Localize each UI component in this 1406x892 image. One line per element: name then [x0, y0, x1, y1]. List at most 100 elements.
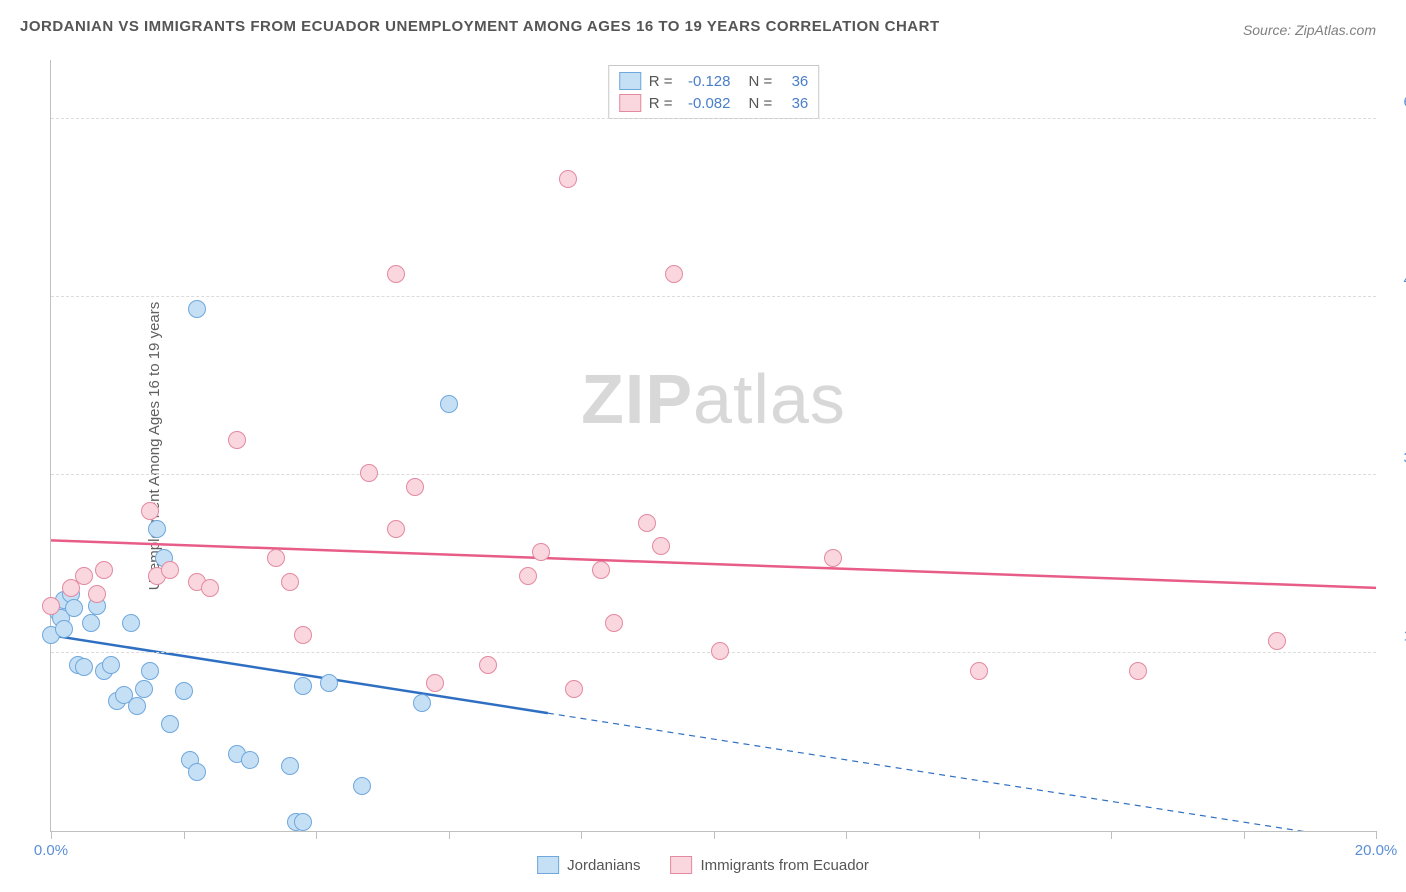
- data-point: [267, 549, 285, 567]
- correlation-stats-box: R = -0.128 N = 36 R = -0.082 N = 36: [608, 65, 820, 119]
- data-point: [519, 567, 537, 585]
- stats-row: R = -0.128 N = 36: [619, 70, 809, 92]
- data-point: [294, 626, 312, 644]
- data-point: [320, 674, 338, 692]
- data-point: [638, 514, 656, 532]
- data-point: [665, 265, 683, 283]
- stats-r-label: R =: [649, 95, 673, 112]
- stats-r-label: R =: [649, 73, 673, 90]
- data-point: [824, 549, 842, 567]
- x-tick: [449, 831, 450, 839]
- data-point: [88, 585, 106, 603]
- stats-n-value: 36: [780, 95, 808, 112]
- x-tick: [1111, 831, 1112, 839]
- data-point: [565, 680, 583, 698]
- x-tick: [51, 831, 52, 839]
- data-point: [122, 614, 140, 632]
- stats-n-label: N =: [749, 73, 773, 90]
- gridline: [51, 296, 1376, 297]
- data-point: [387, 265, 405, 283]
- y-tick-label: 60.0%: [1386, 94, 1406, 111]
- data-point: [75, 658, 93, 676]
- y-tick-label: 45.0%: [1386, 272, 1406, 289]
- legend-swatch-icon: [671, 856, 693, 874]
- data-point: [201, 579, 219, 597]
- data-point: [128, 697, 146, 715]
- y-tick-label: 15.0%: [1386, 628, 1406, 645]
- y-tick-label: 30.0%: [1386, 450, 1406, 467]
- data-point: [711, 642, 729, 660]
- data-point: [161, 561, 179, 579]
- source-label: Source: ZipAtlas.com: [1243, 22, 1376, 38]
- data-point: [426, 674, 444, 692]
- data-point: [294, 813, 312, 831]
- data-point: [605, 614, 623, 632]
- legend-label: Immigrants from Ecuador: [701, 857, 869, 874]
- stats-r-value: -0.082: [681, 95, 731, 112]
- data-point: [135, 680, 153, 698]
- legend-swatch-icon: [537, 856, 559, 874]
- legend-item-jordanians: Jordanians: [537, 856, 640, 874]
- trend-lines-svg: [51, 60, 1376, 831]
- watermark-zip: ZIP: [581, 360, 693, 438]
- watermark-atlas: atlas: [693, 360, 846, 438]
- stats-swatch-icon: [619, 94, 641, 112]
- stats-n-label: N =: [749, 95, 773, 112]
- data-point: [175, 682, 193, 700]
- x-tick: [1376, 831, 1377, 839]
- x-tick: [184, 831, 185, 839]
- legend-item-ecuador: Immigrants from Ecuador: [671, 856, 869, 874]
- data-point: [161, 715, 179, 733]
- data-point: [479, 656, 497, 674]
- data-point: [55, 620, 73, 638]
- stats-n-value: 36: [780, 73, 808, 90]
- data-point: [141, 662, 159, 680]
- stats-swatch-icon: [619, 72, 641, 90]
- data-point: [970, 662, 988, 680]
- x-tick-label: 0.0%: [34, 842, 68, 859]
- x-tick: [316, 831, 317, 839]
- gridline: [51, 118, 1376, 119]
- data-point: [65, 599, 83, 617]
- data-point: [413, 694, 431, 712]
- data-point: [241, 751, 259, 769]
- x-tick: [1244, 831, 1245, 839]
- x-tick: [581, 831, 582, 839]
- x-tick: [714, 831, 715, 839]
- chart-title: JORDANIAN VS IMMIGRANTS FROM ECUADOR UNE…: [20, 18, 940, 35]
- watermark: ZIPatlas: [581, 359, 846, 439]
- plot-area: ZIPatlas R =-0.128N =36R =-0.082N =36 15…: [50, 60, 1376, 832]
- data-point: [188, 300, 206, 318]
- data-point: [532, 543, 550, 561]
- data-point: [387, 520, 405, 538]
- data-point: [294, 677, 312, 695]
- data-point: [281, 573, 299, 591]
- data-point: [188, 763, 206, 781]
- data-point: [102, 656, 120, 674]
- stats-row: R = -0.082 N = 36: [619, 92, 809, 114]
- data-point: [559, 170, 577, 188]
- data-point: [95, 561, 113, 579]
- data-point: [228, 431, 246, 449]
- data-point: [82, 614, 100, 632]
- data-point: [652, 537, 670, 555]
- data-point: [148, 520, 166, 538]
- legend: Jordanians Immigrants from Ecuador: [537, 856, 869, 874]
- data-point: [353, 777, 371, 795]
- data-point: [360, 464, 378, 482]
- data-point: [1129, 662, 1147, 680]
- data-point: [141, 502, 159, 520]
- legend-label: Jordanians: [567, 857, 640, 874]
- data-point: [406, 478, 424, 496]
- data-point: [592, 561, 610, 579]
- data-point: [1268, 632, 1286, 650]
- gridline: [51, 474, 1376, 475]
- data-point: [75, 567, 93, 585]
- x-tick-label: 20.0%: [1355, 842, 1398, 859]
- data-point: [42, 597, 60, 615]
- stats-r-value: -0.128: [681, 73, 731, 90]
- x-tick: [846, 831, 847, 839]
- data-point: [281, 757, 299, 775]
- data-point: [440, 395, 458, 413]
- x-tick: [979, 831, 980, 839]
